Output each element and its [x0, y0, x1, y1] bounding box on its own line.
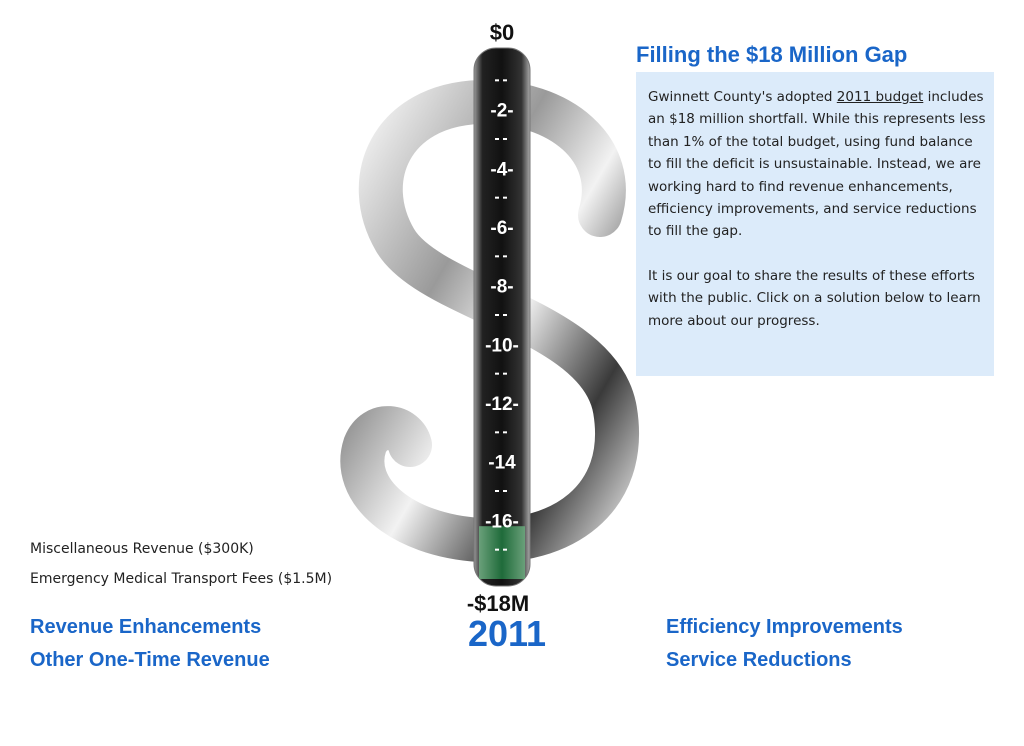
year: 2011 [468, 613, 546, 654]
link[interactable]: Service Reductions [666, 649, 852, 671]
tick-label: -8- [490, 277, 513, 298]
tick-label: -10- [485, 335, 519, 356]
link[interactable]: Revenue Enhancements [30, 616, 262, 638]
tick-label: -2- [490, 101, 513, 122]
tube [473, 47, 531, 587]
item: Emergency Medical Transport Fees ($1.5M) [30, 571, 333, 587]
panel-title: Filling the $18 Million Gap [636, 42, 908, 67]
gauge-scale: -2- -4- -6- -8- -10- -12- -14 -16- [479, 79, 525, 579]
tick-label: -14 [488, 453, 516, 474]
panel-box: Gwinnett County's adopted 2011 budget in… [636, 72, 994, 376]
text: Gwinnett County's adopted [648, 89, 837, 105]
item: Miscellaneous Revenue ($300K) [30, 541, 254, 557]
text: It is our goal to share the results of t… [648, 267, 981, 329]
paragraph: Gwinnett County's adopted 2011 budget in… [648, 86, 986, 243]
fill-level [479, 526, 525, 579]
tick-label: -4- [490, 159, 513, 180]
tick-label: -16- [485, 511, 519, 532]
link[interactable]: Efficiency Improvements [666, 616, 903, 638]
tick-label: -6- [490, 218, 513, 239]
budget-link[interactable]: 2011 budget [836, 89, 924, 105]
gauge-top-label: $0 [490, 20, 514, 45]
link[interactable]: Other One-Time Revenue [30, 649, 270, 671]
paragraph: It is our goal to share the results of t… [648, 265, 986, 332]
tick-label: -12- [485, 394, 519, 415]
gauge-bottom-label: -$18M [467, 591, 529, 616]
text: includes an $18 million shortfall. While… [648, 89, 986, 240]
